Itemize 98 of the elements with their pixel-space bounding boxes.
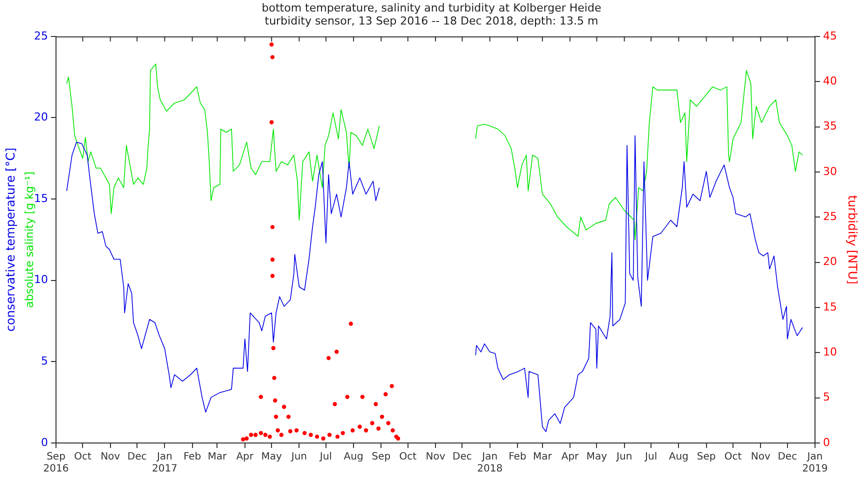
y-tick-label: 25 — [34, 29, 48, 42]
x-tick-label: Sep — [696, 452, 716, 463]
x-tick-label: Sep 2016 — [43, 452, 69, 475]
point — [263, 432, 268, 437]
x-tick-label: Jun — [290, 452, 308, 463]
x-tick-label: Dec — [778, 452, 798, 463]
point — [326, 356, 331, 360]
point — [358, 424, 362, 429]
x-tick-label: Oct — [724, 452, 742, 463]
y2-tick-label: 20 — [823, 255, 837, 268]
y-tick-label: 0 — [41, 436, 48, 449]
point — [374, 402, 378, 406]
y2-tick-label: 45 — [823, 29, 837, 42]
x-tick-label: Sep — [372, 452, 391, 463]
point — [282, 404, 286, 409]
point — [279, 432, 284, 437]
x-tick-label: Jan 2019 — [802, 452, 828, 475]
point — [314, 434, 320, 439]
point — [286, 414, 291, 419]
point — [332, 402, 337, 406]
point — [350, 428, 355, 432]
x-tick-label: Aug — [668, 452, 688, 463]
point — [269, 42, 274, 47]
point — [270, 274, 275, 278]
y2-tick-label: 25 — [823, 210, 837, 223]
x-tick-label: Oct — [399, 452, 417, 463]
x-tick-label: Jan 2018 — [477, 452, 503, 475]
point — [258, 430, 263, 436]
y2-tick-label: 15 — [823, 300, 837, 314]
point — [348, 322, 353, 326]
x-tick-label: Dec — [127, 452, 147, 463]
y-tick-label: 10 — [34, 273, 48, 286]
point — [364, 428, 368, 432]
x-tick-label: Nov — [100, 452, 120, 463]
chart-title: bottom temperature, salinity and turbidity at Kolberger Heide — [262, 1, 602, 14]
y2-tick-label: 35 — [823, 120, 837, 133]
x-tick-label: Mar — [208, 452, 228, 463]
point — [272, 376, 276, 380]
point — [360, 394, 365, 400]
y2-tick-label: 5 — [823, 390, 830, 404]
point — [270, 257, 275, 262]
point — [390, 428, 395, 432]
point — [334, 350, 339, 354]
point — [268, 434, 272, 439]
y-tick-label: 5 — [41, 354, 48, 368]
point — [386, 421, 390, 426]
x-tick-label: Jan 2017 — [152, 452, 178, 475]
x-tick-label: Mar — [532, 452, 553, 463]
x-tick-label: Nov — [750, 452, 770, 463]
point — [270, 55, 275, 60]
x-tick-label: Jul — [318, 452, 332, 463]
point — [273, 398, 278, 403]
x-tick-label: Feb — [508, 452, 526, 463]
point — [302, 430, 307, 436]
x-tick-label: Oct — [74, 452, 92, 463]
point — [244, 436, 249, 441]
x-tick-label: Apr — [236, 452, 254, 463]
y2-tick-label: 0 — [823, 436, 830, 449]
x-tick-label: Nov — [426, 452, 446, 463]
point — [248, 432, 254, 437]
x-tick-label: May — [261, 452, 282, 463]
y-tick-label: 15 — [34, 192, 48, 205]
y2-tick-label: 40 — [823, 74, 837, 88]
point — [370, 421, 374, 426]
x-tick-label: May — [586, 452, 608, 463]
point — [384, 392, 388, 396]
x-tick-label: Jun — [616, 452, 632, 463]
point — [240, 437, 246, 442]
point — [271, 346, 276, 350]
point — [390, 384, 394, 388]
chart-subtitle: turbidity sensor, 13 Sep 2016 -- 18 Dec 2018, depth: 13.5 m — [264, 14, 598, 28]
point — [376, 426, 381, 431]
point — [321, 436, 326, 441]
x-tick-label: Apr — [561, 452, 580, 463]
point — [288, 429, 292, 434]
x-tick-label: Feb — [183, 452, 202, 463]
point — [276, 428, 280, 432]
point — [253, 432, 258, 437]
y2-tick-label: 30 — [823, 164, 837, 178]
y2-axis-title: turbidity [NTU] — [846, 195, 860, 284]
point — [308, 432, 313, 437]
point — [335, 434, 340, 439]
point — [327, 432, 332, 437]
point — [345, 394, 350, 400]
point — [380, 414, 384, 419]
point — [270, 224, 275, 230]
point — [274, 414, 278, 419]
y-axis-title: conservative temperature [°C] — [3, 148, 18, 332]
x-tick-label: Jul — [644, 452, 658, 463]
y2-tick-label: 10 — [823, 346, 837, 359]
x-tick-label: Aug — [344, 452, 364, 463]
text: absolute salinity [g kg⁻¹] — [22, 172, 36, 308]
point — [294, 428, 299, 432]
point — [340, 430, 345, 436]
point — [258, 394, 263, 400]
y-tick-label: 20 — [34, 110, 48, 124]
x-tick-label: Dec — [452, 452, 472, 463]
point — [269, 120, 274, 124]
